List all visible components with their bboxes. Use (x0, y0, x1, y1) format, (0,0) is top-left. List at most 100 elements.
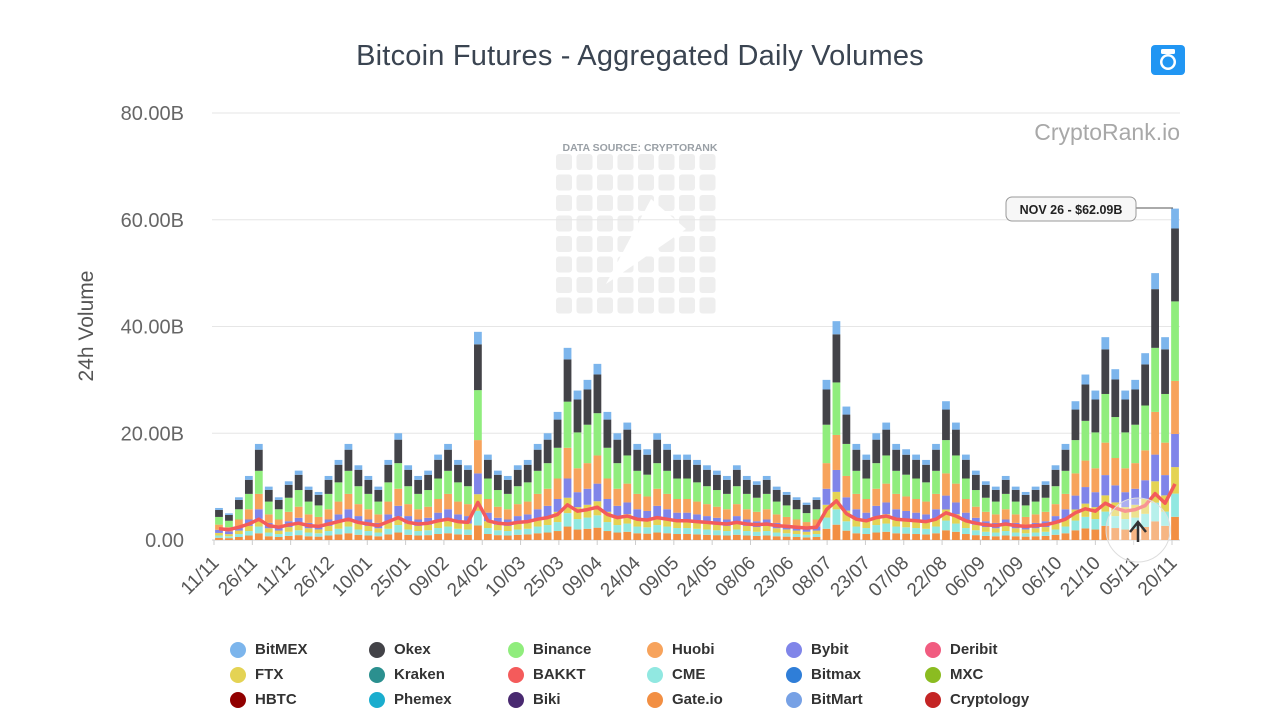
legend-item-biki[interactable]: Biki (508, 690, 647, 709)
bar-segment (274, 537, 283, 540)
bar-segment (414, 479, 423, 494)
bar-segment (703, 534, 711, 540)
bar-segment (444, 449, 452, 471)
bar-segment (1031, 489, 1040, 502)
legend-item-deribit[interactable]: Deribit (925, 640, 1064, 659)
bar-segment (693, 514, 701, 523)
bar-segment (464, 529, 472, 535)
legend-item-phemex[interactable]: Phemex (369, 690, 508, 709)
legend-item-bitmex[interactable]: BitMEX (230, 640, 369, 659)
watermark-cell (658, 277, 675, 293)
legend-dot (369, 641, 385, 658)
y-tick-label: 60.00B (121, 210, 184, 232)
bar-segment (1061, 509, 1070, 519)
bar-segment (882, 455, 891, 484)
x-tick-label: 22/08 (903, 553, 951, 601)
bar-segment (892, 449, 901, 471)
bar-segment (254, 443, 263, 450)
legend-item-bybit[interactable]: Bybit (786, 640, 925, 659)
watermark-cell (658, 256, 675, 273)
legend-item-mxc[interactable]: MXC (925, 665, 1064, 684)
bar-segment (812, 534, 821, 538)
legend-item-huobi[interactable]: Huobi (647, 640, 786, 659)
bar-segment (1141, 405, 1150, 451)
bar-segment (543, 488, 552, 506)
watermark-cell (699, 174, 716, 191)
bar-segment (792, 499, 801, 510)
bar-segment (693, 534, 701, 540)
bar-segment (1011, 501, 1020, 515)
watermark-cell (699, 256, 716, 273)
bar-segment (962, 512, 970, 522)
bar-segment (1031, 536, 1040, 540)
bar-segment (354, 523, 363, 530)
bar-segment (713, 506, 721, 518)
bar-segment (434, 512, 442, 522)
bar-segment (334, 534, 343, 540)
watermark-cell (576, 195, 593, 211)
bar-segment (1051, 504, 1060, 517)
bar-segment (703, 529, 711, 535)
bar-segment (1001, 525, 1010, 532)
bar-segment (274, 534, 283, 538)
watermark-cell (617, 297, 634, 314)
bar-segment (294, 506, 303, 518)
bar-segment (573, 492, 582, 508)
bar-segment (673, 454, 681, 460)
bar-segment (464, 486, 472, 505)
bar-segment (991, 514, 1000, 523)
legend-item-ftx[interactable]: FTX (230, 665, 369, 684)
bar-segment (354, 529, 363, 535)
bar-segment (264, 501, 273, 515)
legend-dot (925, 641, 941, 658)
bar-segment (523, 464, 532, 483)
bar-segment (274, 519, 283, 527)
bar-segment (683, 528, 691, 535)
bar-segment (852, 526, 861, 534)
legend-label: Gate.io (672, 691, 723, 708)
bar-segment (673, 528, 681, 535)
bar-segment (752, 497, 761, 512)
bar-segment (1131, 517, 1140, 529)
legend-item-okex[interactable]: Okex (369, 640, 508, 659)
x-tick-label: 11/12 (253, 553, 300, 600)
bar-segment (503, 531, 512, 536)
bar-segment (225, 536, 233, 539)
watermark-cell (658, 154, 675, 170)
bar-segment (1101, 475, 1110, 496)
bar-segment (673, 512, 681, 522)
legend-label: Cryptology (950, 691, 1030, 708)
bar-segment (732, 486, 741, 505)
legend-item-bakkt[interactable]: BAKKT (508, 665, 647, 684)
bar-segment (673, 499, 681, 513)
bar-segment (912, 534, 920, 540)
bar-segment (981, 484, 990, 498)
bar-segment (842, 530, 851, 540)
legend-item-bitmax[interactable]: Bitmax (786, 665, 925, 684)
legend-item-kraken[interactable]: Kraken (369, 665, 508, 684)
legend-item-gate-io[interactable]: Gate.io (647, 690, 786, 709)
bar-segment (1121, 432, 1130, 469)
x-tick-label: 06/09 (941, 553, 989, 601)
bar-segment (623, 422, 632, 430)
bar-segment (872, 505, 881, 517)
bar-segment (304, 528, 313, 533)
bar-segment (852, 449, 861, 471)
legend-item-binance[interactable]: Binance (508, 640, 647, 659)
bar-segment (792, 519, 801, 527)
bar-segment (772, 489, 781, 502)
legend-item-bitmart[interactable]: BitMart (786, 690, 925, 709)
legend-label: Deribit (950, 641, 998, 658)
bar-segment (912, 459, 920, 479)
bar-segment (593, 363, 602, 375)
legend-item-hbtc[interactable]: HBTC (230, 690, 369, 709)
watermark-cell (576, 174, 593, 191)
legend-item-cme[interactable]: CME (647, 665, 786, 684)
bar-segment (623, 531, 632, 540)
legend-dot (230, 691, 246, 708)
watermark-cell (699, 236, 716, 252)
legend-item-cryptology[interactable]: Cryptology (925, 690, 1064, 709)
bar-segment (424, 474, 432, 491)
bar-segment (483, 534, 492, 540)
camera-icon[interactable] (1150, 44, 1186, 76)
